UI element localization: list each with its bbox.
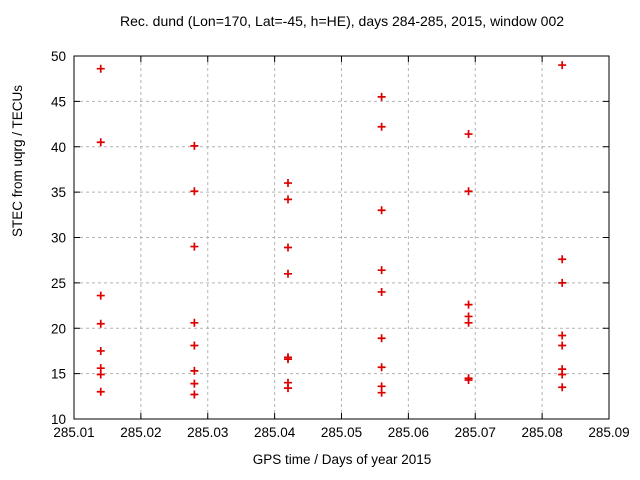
data-point bbox=[284, 269, 292, 278]
data-point bbox=[558, 370, 567, 379]
x-tick-label: 285.03 bbox=[187, 425, 228, 440]
data-point bbox=[377, 388, 386, 397]
data-point bbox=[558, 383, 567, 392]
y-tick-label: 25 bbox=[51, 276, 66, 291]
data-point bbox=[558, 61, 567, 70]
data-point bbox=[96, 370, 105, 379]
data-point bbox=[96, 319, 105, 328]
x-axis-label: GPS time / Days of year 2015 bbox=[252, 452, 432, 467]
data-point bbox=[190, 141, 199, 150]
x-tick-label: 285.05 bbox=[321, 425, 362, 440]
data-point bbox=[190, 318, 199, 327]
data-point bbox=[190, 187, 199, 196]
data-point bbox=[190, 379, 199, 388]
data-point bbox=[464, 187, 473, 196]
data-point bbox=[558, 331, 567, 340]
data-point bbox=[96, 387, 105, 396]
x-tick-label: 285.08 bbox=[521, 425, 562, 440]
data-point bbox=[464, 318, 473, 327]
data-point bbox=[558, 278, 567, 287]
y-tick-label: 35 bbox=[51, 185, 66, 200]
x-tick-label: 285.06 bbox=[388, 425, 429, 440]
y-tick-label: 20 bbox=[51, 321, 66, 336]
y-tick-label: 10 bbox=[51, 412, 66, 427]
data-point bbox=[96, 138, 105, 147]
data-point bbox=[377, 287, 386, 296]
x-tick-label: 285.01 bbox=[53, 425, 94, 440]
data-point bbox=[190, 390, 199, 399]
data-point bbox=[96, 64, 105, 73]
data-point bbox=[377, 363, 386, 372]
data-point bbox=[190, 242, 199, 251]
data-point bbox=[284, 355, 292, 364]
y-tick-label: 15 bbox=[51, 367, 66, 382]
data-point bbox=[284, 384, 292, 393]
data-point bbox=[190, 341, 199, 350]
data-point bbox=[96, 291, 105, 300]
data-point bbox=[464, 375, 473, 384]
y-tick-label: 50 bbox=[51, 49, 66, 64]
data-point bbox=[377, 122, 386, 131]
data-point bbox=[464, 300, 473, 309]
data-point bbox=[377, 206, 386, 215]
data-point bbox=[377, 334, 386, 343]
x-tick-label: 285.09 bbox=[588, 425, 629, 440]
data-point bbox=[558, 341, 567, 350]
data-point bbox=[464, 130, 473, 139]
data-point bbox=[284, 195, 292, 204]
data-point bbox=[284, 243, 292, 252]
chart-title: Rec. dund (Lon=170, Lat=-45, h=HE), days… bbox=[119, 13, 565, 29]
data-point bbox=[96, 346, 105, 355]
x-tick-label: 285.07 bbox=[455, 425, 496, 440]
y-tick-label: 40 bbox=[51, 140, 66, 155]
data-point bbox=[377, 266, 386, 275]
y-tick-label: 45 bbox=[51, 94, 66, 109]
x-tick-label: 285.02 bbox=[120, 425, 161, 440]
data-point bbox=[377, 92, 386, 101]
y-tick-label: 30 bbox=[51, 231, 66, 246]
data-point bbox=[190, 366, 199, 375]
x-tick-label: 285.04 bbox=[254, 425, 296, 440]
data-point bbox=[558, 255, 567, 264]
data-point bbox=[284, 179, 292, 188]
